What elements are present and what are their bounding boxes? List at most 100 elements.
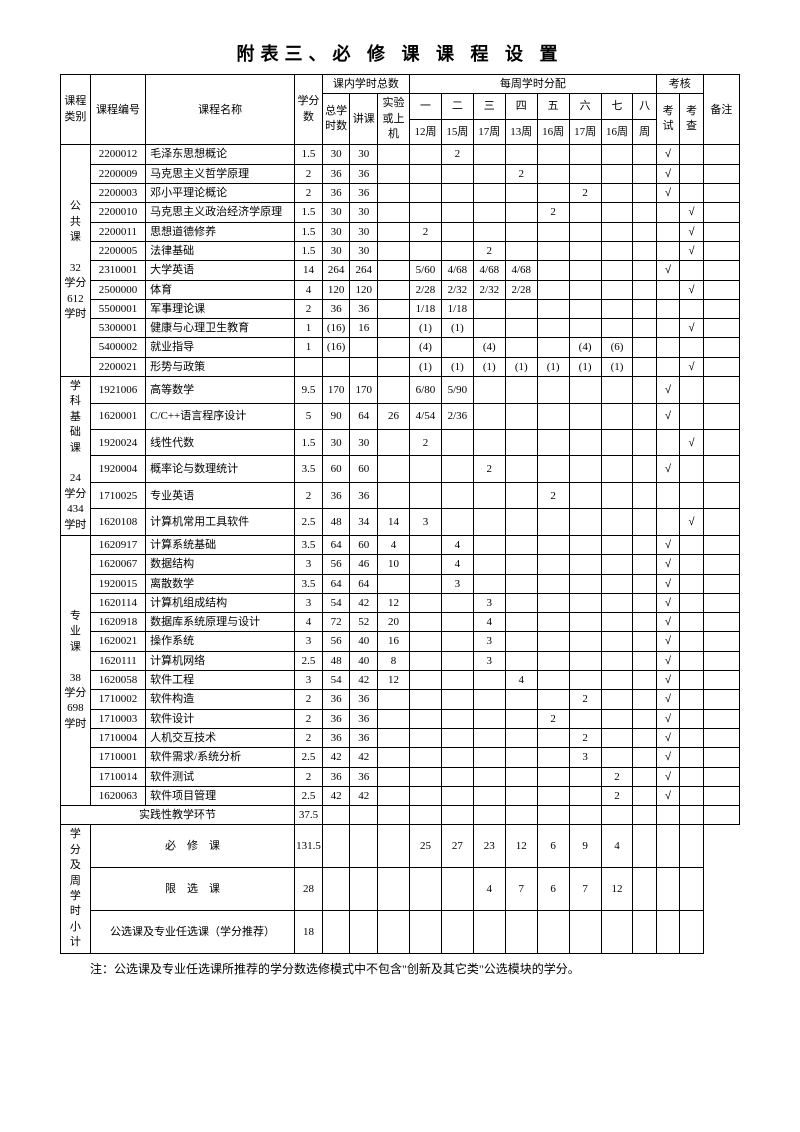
cell-sem3 [473, 377, 505, 403]
cell-remark [703, 482, 739, 508]
cell-sem5 [537, 593, 569, 612]
cell-credit: 4 [295, 613, 323, 632]
cell-credit: 2.5 [295, 786, 323, 805]
cell-sem8 [633, 261, 656, 280]
cell-total: 72 [322, 613, 350, 632]
cell-lab [378, 280, 410, 299]
cell-check [680, 728, 703, 747]
cell-sem8 [633, 377, 656, 403]
cell-exam: √ [656, 651, 679, 670]
cell-sem5 [537, 728, 569, 747]
table-row: 1620114计算机组成结构35442123√ [61, 593, 740, 612]
hdr-s5w: 16周 [537, 119, 569, 145]
cell-total: 90 [322, 403, 350, 429]
hdr-s2w: 15周 [441, 119, 473, 145]
cell-total: 42 [322, 748, 350, 767]
cell-name: 就业指导 [146, 338, 295, 357]
cell-code: 1620021 [90, 632, 145, 651]
cell-total: 36 [322, 184, 350, 203]
table-row: 1620058软件工程35442124√ [61, 671, 740, 690]
cell-credit: 2 [295, 767, 323, 786]
cell-sem1 [410, 748, 442, 767]
cell-code: 2200012 [90, 145, 145, 164]
cell-name: 数据结构 [146, 555, 295, 574]
cell-sem3 [473, 748, 505, 767]
cell-sem7 [601, 728, 633, 747]
cell-name: 专业英语 [146, 482, 295, 508]
cell-sem4 [505, 748, 537, 767]
cell-total: 30 [322, 430, 350, 456]
cell-exam: √ [656, 145, 679, 164]
summary-credit: 28 [295, 868, 323, 911]
cell-check [680, 671, 703, 690]
table-body: 公共课32学分612学时2200012毛泽东思想概论1.530302√22000… [61, 145, 740, 953]
cell-credit: 2 [295, 164, 323, 183]
cell-check: √ [680, 222, 703, 241]
cell-lab: 14 [378, 509, 410, 535]
cell-total: (16) [322, 338, 350, 357]
cell-sem4 [505, 203, 537, 222]
cell-sem5 [537, 535, 569, 554]
cell-remark [703, 222, 739, 241]
cell-remark [703, 299, 739, 318]
cell-sem2 [441, 430, 473, 456]
cell-sem7 [601, 651, 633, 670]
table-row: 2200005法律基础1.530302√ [61, 241, 740, 260]
cell-sem6 [569, 786, 601, 805]
table-row: 1920004概率论与数理统计3.560602√ [61, 456, 740, 482]
cell-sem2: 4 [441, 555, 473, 574]
cell-sem1 [410, 555, 442, 574]
table-row: 2200010马克思主义政治经济学原理1.530302√ [61, 203, 740, 222]
hdr-remark: 备注 [703, 75, 739, 145]
cell-sem2 [441, 632, 473, 651]
cell-sem8 [633, 767, 656, 786]
cell-sem1 [410, 767, 442, 786]
cell-lecture: 40 [350, 632, 378, 651]
cell-remark [703, 632, 739, 651]
cell-remark [703, 574, 739, 593]
summary-name: 限 选 课 [90, 868, 294, 911]
cell-sem6 [569, 299, 601, 318]
cell-sem2 [441, 671, 473, 690]
cell-exam: √ [656, 456, 679, 482]
cell-sem3 [473, 535, 505, 554]
cell-remark [703, 338, 739, 357]
cell-sem6 [569, 574, 601, 593]
cell-lecture: 42 [350, 748, 378, 767]
cell-exam: √ [656, 555, 679, 574]
cell-sem8 [633, 280, 656, 299]
cell-sem6 [569, 145, 601, 164]
cell-lecture: 30 [350, 430, 378, 456]
cell-sem5 [537, 555, 569, 574]
cell-sem2 [441, 509, 473, 535]
cell-remark [703, 357, 739, 376]
cell-sem6 [569, 613, 601, 632]
cell-total: 64 [322, 574, 350, 593]
cell-code: 2310001 [90, 261, 145, 280]
cell-lab [378, 145, 410, 164]
cell-credit: 2 [295, 728, 323, 747]
cell-sem7 [601, 377, 633, 403]
cell-sem8 [633, 709, 656, 728]
cell-sem1 [410, 535, 442, 554]
cell-check: √ [680, 241, 703, 260]
cell-lecture: 40 [350, 651, 378, 670]
cell-sem4 [505, 613, 537, 632]
hdr-s2: 二 [441, 94, 473, 120]
cell-sem5 [537, 319, 569, 338]
cell-code: 1920015 [90, 574, 145, 593]
cell-lecture: 60 [350, 456, 378, 482]
cell-total: 36 [322, 728, 350, 747]
cell-sem5: 2 [537, 203, 569, 222]
cell-sem5 [537, 261, 569, 280]
cell-sem6 [569, 671, 601, 690]
cell-check: √ [680, 509, 703, 535]
hdr-s7: 七 [601, 94, 633, 120]
cell-sem2 [441, 338, 473, 357]
hdr-total: 总学时数 [322, 94, 350, 145]
cell-lecture: 30 [350, 145, 378, 164]
cell-lab [378, 319, 410, 338]
cell-lab [378, 377, 410, 403]
hdr-credit: 学分数 [295, 75, 323, 145]
cell-sem5 [537, 222, 569, 241]
